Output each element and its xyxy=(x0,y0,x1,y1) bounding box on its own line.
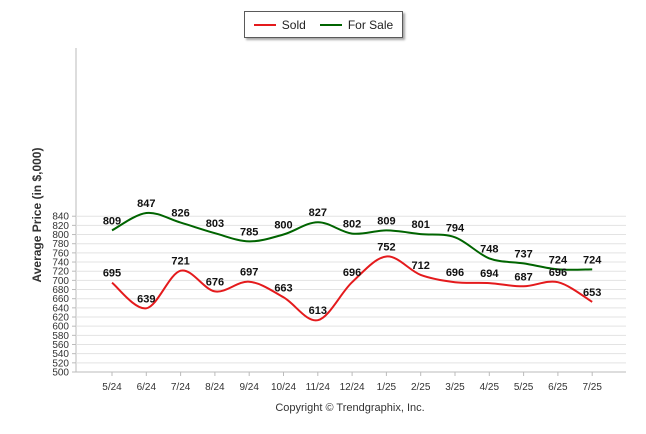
legend-label-sold: Sold xyxy=(281,17,306,32)
x-tick-label: 4/25 xyxy=(480,382,500,393)
y-axis: 5005205405605806006206406606807007207407… xyxy=(52,212,76,379)
data-label-for-sale: 803 xyxy=(206,218,224,230)
series-line-for-sale xyxy=(111,211,593,271)
x-tick-label: 3/25 xyxy=(445,382,465,393)
y-axis-label: Average Price (in $,000) xyxy=(30,148,44,283)
data-label-sold: 696 xyxy=(446,267,464,279)
y-tick-label: 600 xyxy=(52,322,69,333)
x-tick-label: 8/24 xyxy=(205,382,225,393)
data-label-sold: 676 xyxy=(206,276,224,288)
x-tick-label: 5/24 xyxy=(102,382,122,393)
data-label-for-sale: 794 xyxy=(446,222,465,234)
data-label-sold: 696 xyxy=(549,267,567,279)
data-label-sold: 752 xyxy=(377,242,395,254)
data-label-sold: 697 xyxy=(240,267,258,279)
y-tick-label: 640 xyxy=(52,303,69,314)
y-tick-label: 720 xyxy=(52,267,69,278)
data-label-sold: 721 xyxy=(171,256,189,268)
data-label-sold: 639 xyxy=(137,293,155,305)
data-label-for-sale: 800 xyxy=(274,220,292,232)
y-tick-label: 740 xyxy=(52,258,69,269)
legend-swatch-for-sale xyxy=(319,23,342,26)
x-tick-label: 7/24 xyxy=(171,382,191,393)
data-label-sold: 696 xyxy=(343,267,361,279)
legend-swatch-sold xyxy=(253,23,276,26)
grid-lines xyxy=(75,48,626,373)
data-label-for-sale: 847 xyxy=(137,198,155,210)
data-label-for-sale: 724 xyxy=(583,254,602,266)
data-label-for-sale: 748 xyxy=(480,243,498,255)
data-label-for-sale: 809 xyxy=(103,215,121,227)
data-label-for-sale: 826 xyxy=(171,208,189,220)
data-label-for-sale: 785 xyxy=(240,226,258,238)
y-tick-label: 620 xyxy=(52,313,69,324)
y-tick-label: 680 xyxy=(52,285,69,296)
y-tick-label: 700 xyxy=(52,276,69,287)
x-tick-label: 9/24 xyxy=(239,382,259,393)
legend-item-sold[interactable]: Sold xyxy=(253,17,306,32)
y-tick-label: 780 xyxy=(52,239,69,250)
y-tick-label: 820 xyxy=(52,221,69,232)
legend-item-for-sale[interactable]: For Sale xyxy=(319,17,394,32)
x-tick-label: 2/25 xyxy=(411,382,431,393)
data-label-for-sale: 737 xyxy=(514,248,532,260)
y-tick-label: 520 xyxy=(52,358,69,369)
data-label-sold: 694 xyxy=(480,268,499,280)
data-label-for-sale: 802 xyxy=(343,219,361,231)
x-tick-label: 6/24 xyxy=(137,382,157,393)
x-axis: 5/24 6/24 7/24 8/24 9/24 10/24 11/24 12/24 1/25 2… xyxy=(102,372,602,393)
data-labels: 695 639 721 676 697 663 613 696 752 712 696 694 687 6… xyxy=(103,198,602,317)
y-tick-label: 540 xyxy=(52,349,69,360)
y-tick-label: 660 xyxy=(52,294,69,305)
data-label-sold: 695 xyxy=(103,268,121,280)
x-tick-label: 1/25 xyxy=(377,382,397,393)
data-label-sold: 653 xyxy=(583,287,601,299)
y-tick-label: 560 xyxy=(52,340,69,351)
data-label-sold: 687 xyxy=(514,271,532,283)
legend-label-for-sale: For Sale xyxy=(347,17,394,32)
x-tick-label: 12/24 xyxy=(340,382,365,393)
series-line-sold xyxy=(111,255,593,322)
data-label-sold: 613 xyxy=(309,305,327,317)
x-tick-label: 5/25 xyxy=(514,382,534,393)
x-tick-label: 10/24 xyxy=(271,382,296,393)
legend: Sold For Sale xyxy=(244,11,403,38)
data-label-for-sale: 827 xyxy=(309,207,327,219)
y-tick-label: 800 xyxy=(52,230,69,241)
y-tick-label: 580 xyxy=(52,331,69,342)
series-lines xyxy=(111,211,593,322)
data-label-for-sale: 809 xyxy=(377,215,395,227)
x-tick-label: 6/25 xyxy=(548,382,568,393)
y-tick-label: 500 xyxy=(52,368,69,379)
data-label-sold: 663 xyxy=(274,282,292,294)
x-tick-label: 11/24 xyxy=(306,382,331,393)
y-tick-label: 840 xyxy=(52,212,69,223)
data-label-sold: 712 xyxy=(412,260,430,272)
data-label-for-sale: 724 xyxy=(549,254,568,266)
data-label-for-sale: 801 xyxy=(412,219,430,231)
y-tick-label: 760 xyxy=(52,248,69,259)
x-tick-label: 7/25 xyxy=(582,382,602,393)
copyright-text: Copyright © Trendgraphix, Inc. xyxy=(275,402,425,414)
